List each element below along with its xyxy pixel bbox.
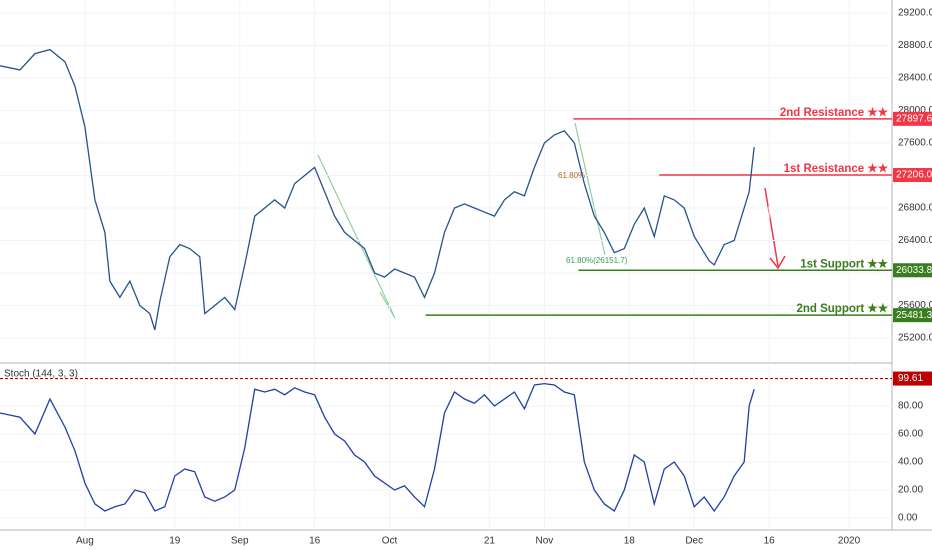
level-box	[893, 371, 932, 386]
level-name: 2nd Resistance ★★	[780, 106, 889, 119]
level-name: 1st Support ★★	[800, 257, 888, 270]
price-line	[0, 382, 755, 513]
level-box	[893, 168, 932, 183]
y-tick-label: 26400.0	[898, 235, 932, 246]
level-value: 27897.6	[896, 113, 932, 124]
level-name: 2nd Support ★★	[796, 302, 888, 315]
level-box	[893, 308, 932, 323]
trend-arrow	[574, 122, 606, 256]
y-tick-label: 27600.0	[898, 138, 932, 149]
level-value: 26033.8	[896, 265, 932, 276]
level-box	[893, 263, 932, 278]
y-tick-label: 25600.0	[898, 300, 932, 311]
x-tick-label: 21	[484, 536, 496, 547]
x-tick-label: Aug	[76, 536, 94, 547]
level-value: 25481.3	[896, 310, 932, 321]
x-tick-label: Nov	[535, 536, 553, 547]
y-tick-label: 60.00	[898, 429, 923, 440]
x-tick-label: 16	[309, 536, 321, 547]
x-tick-label: Dec	[685, 536, 703, 547]
fib-label: 61.80%(26151.7)	[566, 256, 628, 265]
level-name: 1st Resistance ★★	[784, 162, 889, 175]
trend-arrow	[317, 154, 396, 319]
level-box	[893, 111, 932, 126]
y-tick-label: 0.00	[898, 513, 918, 524]
x-tick-label: Oct	[382, 536, 398, 547]
level-value: 99.61	[898, 373, 923, 384]
y-tick-label: 26800.0	[898, 203, 932, 214]
y-tick-label: 29200.0	[898, 8, 932, 19]
y-tick-label: 20.00	[898, 485, 923, 496]
y-tick-label: 25200.0	[898, 333, 932, 344]
y-tick-label: 28000.0	[898, 105, 932, 116]
x-tick-label: 18	[624, 536, 636, 547]
y-tick-label: 28400.0	[898, 73, 932, 84]
fib-label: 61.80%	[558, 171, 585, 180]
y-tick-label: 80.00	[898, 401, 923, 412]
y-tick-label: 40.00	[898, 457, 923, 468]
x-tick-label: 16	[764, 536, 776, 547]
projection-arrow	[764, 187, 786, 270]
indicator-title: Stoch (144, 3, 3)	[4, 369, 78, 380]
price-line	[0, 48, 755, 331]
x-tick-label: Sep	[231, 536, 249, 547]
y-tick-label: 28800.0	[898, 40, 932, 51]
x-tick-label: 19	[169, 536, 181, 547]
x-tick-label: 2020	[838, 536, 861, 547]
level-value: 27206.0	[896, 170, 932, 181]
